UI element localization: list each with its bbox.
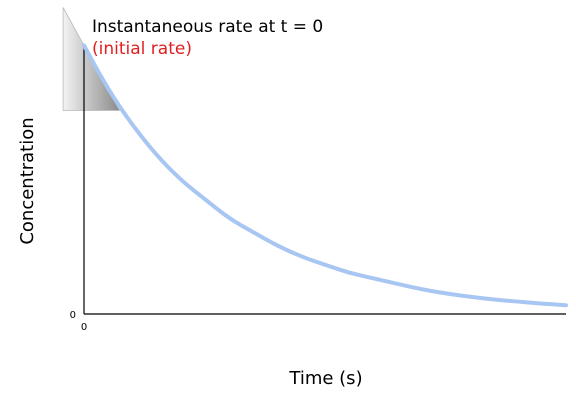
y-axis-label: Concentration: [17, 117, 38, 244]
chart-title: Instantaneous rate at t = 0: [92, 17, 323, 37]
x-axis-label: Time (s): [288, 368, 362, 389]
y-tick-label-0: 0: [70, 310, 76, 321]
concentration-curve: [82, 43, 569, 308]
chart-subtitle: (initial rate): [92, 39, 192, 59]
x-tick-label-0: 0: [81, 322, 87, 333]
